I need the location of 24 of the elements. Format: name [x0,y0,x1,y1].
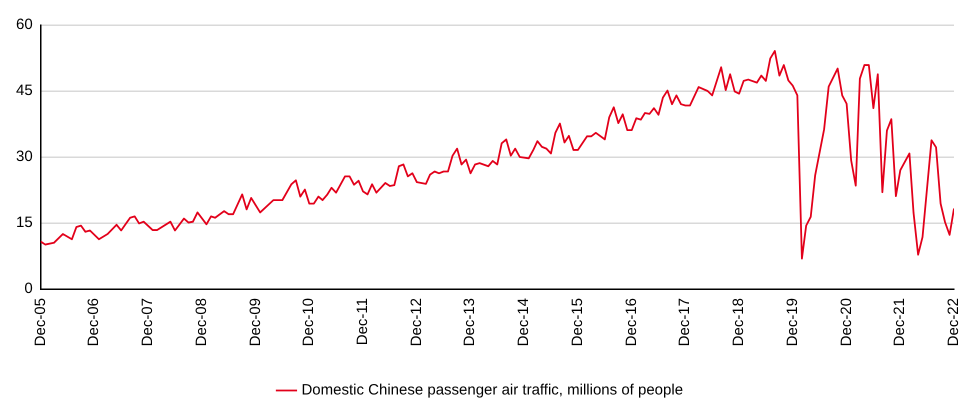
x-tick-label: Dec-07 [139,298,158,346]
x-tick-label: Dec-13 [461,298,480,346]
x-tick-label: Dec-15 [568,298,587,346]
y-tick-label: 45 [16,82,33,100]
y-tick-label: 15 [16,214,33,232]
x-tick-label: Dec-12 [408,298,426,346]
x-tick-label: Dec-08 [192,298,211,346]
x-tick-label: Dec-19 [784,298,802,346]
x-tick-label: Dec-10 [300,298,318,346]
x-tick-label: Dec-21 [891,298,910,346]
y-tick-label: 0 [24,280,33,298]
x-tick-label: Dec-22 [945,298,963,346]
x-tick-label: Dec-17 [676,298,694,346]
x-tick-label: Dec-20 [838,298,856,346]
x-tick-label: Dec-09 [246,298,265,346]
x-tick-label: Dec-14 [515,298,534,346]
x-tick-label: Dec-16 [622,298,641,346]
x-tick-label: Dec-11 [354,298,372,346]
x-tick-label: Dec-05 [32,298,50,346]
x-tick-label: Dec-06 [85,298,104,346]
legend-label: Domestic Chinese passenger air traffic, millions of people [301,382,684,399]
x-tick-label: Dec-18 [730,298,748,346]
y-tick-label: 60 [16,16,33,34]
y-tick-label: 30 [16,148,33,166]
